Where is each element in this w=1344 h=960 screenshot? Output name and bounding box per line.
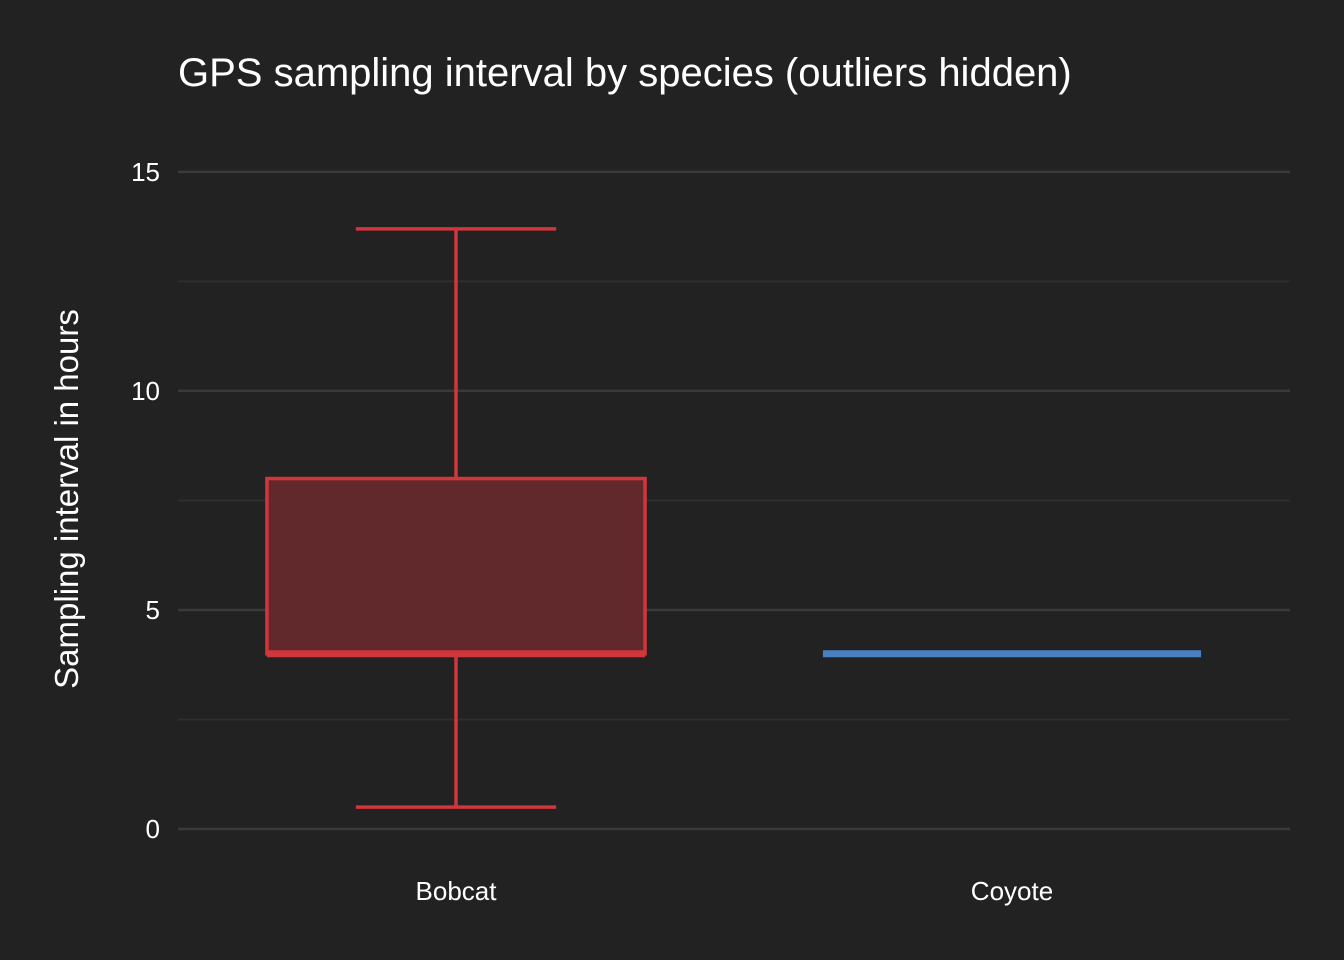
y-axis-title: Sampling interval in hours bbox=[48, 309, 85, 689]
x-tick-label: Bobcat bbox=[416, 876, 498, 906]
y-tick-labels: 0 5 10 15 bbox=[131, 157, 160, 844]
x-tick-label: Coyote bbox=[971, 876, 1053, 906]
box-series bbox=[265, 227, 1202, 809]
x-tick-labels: Bobcat Coyote bbox=[416, 876, 1054, 906]
iqr-box bbox=[265, 476, 647, 656]
y-tick-label: 0 bbox=[146, 814, 160, 844]
y-tick-label: 10 bbox=[131, 376, 160, 406]
y-tick-label: 15 bbox=[131, 157, 160, 187]
box-bobcat bbox=[265, 227, 647, 809]
y-tick-label: 5 bbox=[146, 595, 160, 625]
chart-title: GPS sampling interval by species (outlie… bbox=[178, 51, 1072, 95]
